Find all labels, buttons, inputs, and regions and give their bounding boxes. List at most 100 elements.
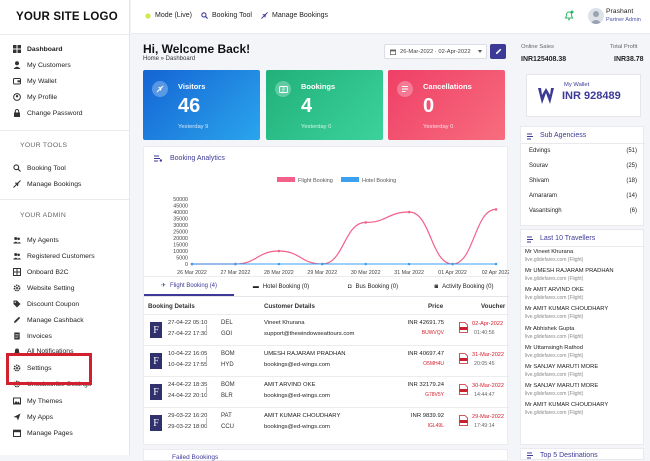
- profile-icon: [13, 93, 21, 101]
- user-name[interactable]: Prashant: [606, 8, 634, 15]
- timeline-connector: [206, 418, 208, 427]
- sidebar-item-label: Change Password: [27, 109, 83, 117]
- pnr-code[interactable]: O5MH4U: [423, 361, 444, 367]
- sidebar-item-registered-customers[interactable]: Registered Customers: [13, 252, 95, 260]
- agency-name[interactable]: Vasantsingh: [529, 208, 562, 214]
- traveller-name[interactable]: Mr SANJAY MARUTI MORE: [525, 383, 599, 389]
- traveller-name[interactable]: Mr UMESH RAJARAM PRADHAN: [525, 268, 614, 274]
- traveller-name[interactable]: Mr Vineet Khurana: [525, 249, 574, 255]
- wallet-card[interactable]: My Wallet INR 928489: [526, 74, 641, 117]
- agency-name[interactable]: Amararam: [529, 193, 558, 199]
- user-role: Partner Admin: [606, 17, 641, 23]
- traveller-name[interactable]: Mr Uttamsingh Rathod: [525, 345, 583, 351]
- agency-name[interactable]: Edvings: [529, 148, 551, 154]
- booking-tool-link[interactable]: Booking Tool: [201, 12, 252, 19]
- sidebar-item-website-setting[interactable]: Website Setting: [13, 284, 74, 292]
- users-icon: [13, 252, 21, 260]
- manage-bookings-link[interactable]: Manage Bookings: [261, 12, 328, 19]
- tab-hotel-booking[interactable]: ▬ Hotel Booking (0): [236, 277, 326, 296]
- customer-name: UMESH RAJARAM PRADHAN: [264, 351, 346, 357]
- y-tick-label: 30000: [173, 223, 188, 229]
- mode-indicator[interactable]: Mode (Live): [145, 12, 192, 19]
- booking-price: INR 42691.75: [407, 320, 444, 326]
- tab-bus-booking[interactable]: ◘ Bus Booking (0): [328, 277, 418, 296]
- customer-email: bookings@ed-wings.com: [264, 362, 330, 368]
- traveller-name[interactable]: Mr SANJAY MARUTI MORE: [525, 364, 599, 370]
- agency-count: (25): [626, 163, 637, 169]
- departure-time: 27-04-22 05:10: [168, 320, 208, 326]
- pencil-icon: [13, 316, 21, 324]
- sidebar-item-booking-tool[interactable]: Booking Tool: [13, 164, 66, 172]
- y-tick-label: 40000: [173, 210, 188, 216]
- edit-button[interactable]: [490, 44, 506, 59]
- sidebar-item-my-customers[interactable]: My Customers: [13, 61, 71, 69]
- agency-name[interactable]: Shivam: [529, 178, 550, 184]
- sidebar-item-my-profile[interactable]: My Profile: [13, 93, 57, 101]
- voucher-date: 02-Apr-2022: [472, 321, 504, 327]
- divider: [521, 143, 645, 144]
- sidebar-item-label: My Agents: [27, 236, 59, 244]
- traveller-name[interactable]: Mr AMIT KUMAR CHOUDHARY: [525, 402, 609, 408]
- booking-tool-label: Booking Tool: [212, 12, 252, 19]
- sidebar-item-manage-pages[interactable]: Manage Pages: [13, 429, 73, 437]
- online-sales-label: Online Sales: [521, 44, 554, 50]
- bookings-card[interactable]: Bookings 4 Yesterday 0: [266, 70, 383, 140]
- sidebar-item-manage-cashback[interactable]: Manage Cashback: [13, 316, 84, 324]
- tab-activity-booking[interactable]: ◙ Activity Booking (0): [420, 277, 508, 296]
- table-row[interactable]: F 29-03-22 16:20 29-03-22 18:00 PAT CCU …: [144, 407, 509, 438]
- sidebar-item-label: Onboard B2C: [27, 268, 69, 276]
- tab-label: Hotel Booking (0): [262, 283, 310, 290]
- users-icon: [13, 236, 21, 244]
- y-tick-label: 10000: [173, 249, 188, 255]
- table-row[interactable]: F 24-04-22 18:35 24-04-22 20:10 BOM BLR …: [144, 376, 509, 407]
- y-tick-label: 20000: [173, 236, 188, 242]
- sidebar-item-discount-coupon[interactable]: Discount Coupon: [13, 300, 79, 308]
- traveller-name[interactable]: Mr AMIT ARVIND OKE: [525, 287, 584, 293]
- column-header: Price: [428, 303, 444, 310]
- site-logo[interactable]: YOUR SITE LOGO: [16, 11, 118, 23]
- tab-flight-booking[interactable]: ✈ Flight Booking (4): [144, 277, 234, 296]
- sidebar-item-onboard-b2c[interactable]: Onboard B2C: [13, 268, 69, 276]
- sidebar-item-change-password[interactable]: Change Password: [13, 109, 83, 117]
- table-row[interactable]: F 27-04-22 05:10 27-04-22 17:30 DEL GOI …: [144, 314, 509, 345]
- destination-airport: GOI: [221, 331, 233, 337]
- sidebar-item-my-themes[interactable]: My Themes: [13, 397, 62, 405]
- origin-airport: BOM: [221, 382, 235, 388]
- table-row[interactable]: F 10-04-22 16:05 10-04-22 17:55 BOM HYD …: [144, 345, 509, 376]
- visitors-card[interactable]: Visitors 46 Yesterday 9: [143, 70, 260, 140]
- traveller-source: live.glidefares.com (Flight): [525, 257, 584, 263]
- pdf-icon[interactable]: [459, 353, 468, 364]
- sidebar-item-my-agents[interactable]: My Agents: [13, 236, 59, 244]
- agency-name[interactable]: Sourav: [529, 163, 549, 169]
- traveller-name[interactable]: Mr Abhishek Gupta: [525, 326, 575, 332]
- sidebar-item-settings[interactable]: Settings: [13, 364, 52, 372]
- avatar[interactable]: [588, 8, 604, 24]
- sidebar-item-invoices[interactable]: Invoices: [13, 332, 52, 340]
- sidebar-item-manage-bookings[interactable]: Manage Bookings: [13, 180, 81, 188]
- panel-title: Last 10 Travellers: [540, 235, 596, 242]
- pdf-icon[interactable]: [459, 322, 468, 333]
- sidebar-item-my-apps[interactable]: My Apps: [13, 413, 53, 421]
- sidebar-item-dashboard[interactable]: Dashboard: [13, 45, 63, 53]
- camera-icon: ◙: [434, 283, 439, 290]
- sidebar-item-my-wallet[interactable]: My Wallet: [13, 77, 57, 85]
- traveller-name[interactable]: Mr AMIT KUMAR CHOUDHARY: [525, 306, 609, 312]
- date-range-picker[interactable]: 26-Mar-2022 · 02-Apr-2022: [384, 44, 487, 59]
- card-value: 0: [423, 95, 435, 117]
- pdf-icon[interactable]: [459, 415, 468, 426]
- chevron-down-icon: [478, 50, 482, 53]
- airline-logo: F: [150, 384, 162, 400]
- pnr-code[interactable]: G78V5Y: [425, 392, 444, 398]
- pnr-code[interactable]: IGL49L: [427, 423, 444, 429]
- y-tick-label: 25000: [173, 230, 188, 236]
- customer-name: AMIT ARVIND OKE: [264, 382, 316, 388]
- agency-count: (14): [626, 193, 637, 199]
- image-icon: [13, 397, 21, 405]
- x-tick-label: 31 Mar 2022: [394, 270, 424, 276]
- notification-bell-icon[interactable]: [564, 10, 574, 23]
- pnr-code[interactable]: BUWVQV: [421, 330, 444, 336]
- data-point: [407, 262, 411, 266]
- pdf-icon[interactable]: [459, 384, 468, 395]
- cancellations-card[interactable]: Cancellations 0 Yesterday 0: [388, 70, 505, 140]
- legend-swatch: [277, 177, 295, 182]
